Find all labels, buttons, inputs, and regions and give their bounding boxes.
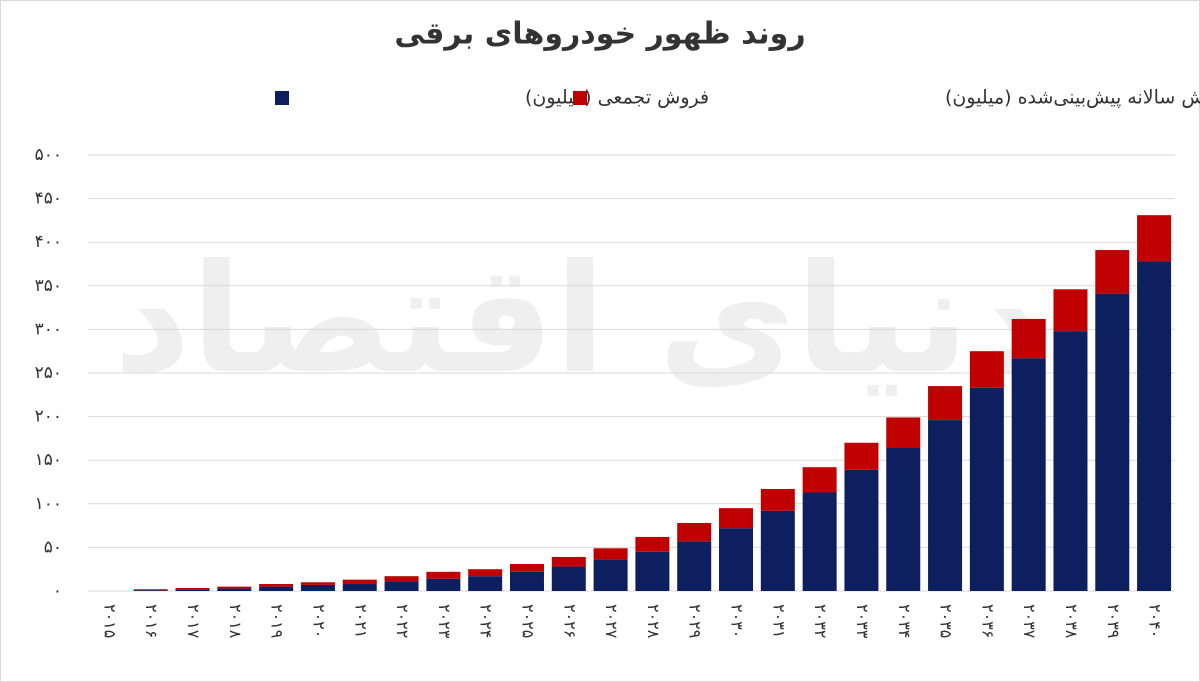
- bar-segment: [426, 571, 461, 579]
- chart-title: روند ظهور خودروهای برقی: [394, 17, 805, 52]
- x-tick-label: ۲۰۱۵: [100, 604, 119, 638]
- x-tick-label: ۲۰۳۹: [1104, 604, 1123, 638]
- legend-swatch: [573, 91, 587, 105]
- bar-segment: [468, 569, 503, 577]
- x-tick-label: ۲۰۳۳: [853, 604, 872, 639]
- bar-segment: [259, 586, 294, 591]
- bar-segment: [719, 528, 754, 591]
- bar-segment: [886, 447, 921, 591]
- bar-segment: [635, 536, 670, 552]
- bar-segment: [677, 541, 712, 591]
- x-tick-label: ۲۰۲۶: [560, 604, 579, 638]
- bar-segment: [300, 582, 335, 585]
- x-tick-label: ۲۰۱۸: [226, 604, 245, 639]
- y-tick-label: ۲۵۰: [35, 363, 62, 383]
- bar-segment: [342, 579, 377, 585]
- y-tick-label: ۲۰۰: [35, 407, 62, 427]
- legend-swatch: [275, 91, 289, 105]
- bar-segment: [844, 442, 879, 470]
- x-tick-label: ۲۰۲۸: [644, 604, 663, 639]
- bar-segment: [551, 566, 586, 591]
- bar-segment: [1095, 293, 1130, 591]
- bar-segment: [217, 588, 252, 591]
- x-tick-label: ۲۰۱۹: [268, 604, 287, 638]
- bar-segment: [426, 578, 461, 591]
- x-tick-label: ۲۰۱۷: [184, 604, 203, 639]
- x-tick-label: ۲۰۲۰: [309, 604, 328, 638]
- x-tick-label: ۲۰۳۵: [937, 604, 956, 638]
- x-tick-label: ۲۰۴۰: [1146, 604, 1165, 638]
- bar-segment: [259, 584, 294, 587]
- bar-segment: [175, 587, 210, 590]
- x-tick-label: ۲۰۲۴: [477, 604, 496, 638]
- bar-segment: [509, 571, 544, 591]
- y-tick-label: ۵۰۰: [35, 145, 62, 165]
- bar-segment: [1011, 358, 1046, 591]
- bar-segment: [886, 417, 921, 448]
- x-tick-label: ۲۰۳۴: [895, 604, 914, 638]
- bar-segment: [593, 548, 628, 560]
- x-tick-label: ۲۰۳۲: [811, 604, 830, 638]
- bar-segment: [1011, 318, 1046, 359]
- legend-label: فروش سالانه پیش‌بینی‌شده (میلیون): [945, 87, 1200, 109]
- watermark: دنیای اقتصاد: [114, 233, 1047, 407]
- bar-segment: [175, 589, 210, 591]
- bar-segment: [384, 576, 419, 582]
- x-tick-label: ۲۰۳۸: [1062, 604, 1081, 639]
- bar-segment: [1137, 215, 1172, 262]
- bar-segment: [760, 488, 795, 511]
- x-tick-label: ۲۰۲۱: [351, 604, 370, 638]
- bar-segment: [969, 351, 1004, 388]
- x-tick-label: ۲۰۲۲: [393, 604, 412, 638]
- x-tick-label: ۲۰۳۰: [728, 604, 747, 638]
- bar-segment: [593, 559, 628, 591]
- x-tick-label: ۲۰۱۶: [142, 604, 161, 638]
- x-tick-label: ۲۰۲۳: [435, 604, 454, 639]
- bar-segment: [384, 581, 419, 591]
- bar-segment: [133, 590, 168, 591]
- y-tick-label: ۴۰۰: [35, 232, 62, 252]
- y-tick-label: ۵۰: [44, 537, 62, 557]
- y-tick-label: ۳۰۰: [35, 319, 62, 339]
- x-tick-label: ۲۰۲۵: [518, 604, 537, 638]
- bar-segment: [802, 467, 837, 493]
- bar-segment: [969, 387, 1004, 591]
- bar-segment: [1053, 331, 1088, 591]
- x-tick-label: ۲۰۳۷: [1020, 604, 1039, 639]
- x-tick-label: ۲۰۳۱: [769, 604, 788, 638]
- bar-segment: [217, 586, 252, 589]
- y-tick-label: ۰: [53, 581, 62, 601]
- bar-segment: [1137, 261, 1172, 591]
- y-tick-label: ۱۰۰: [35, 494, 62, 514]
- bar-segment: [635, 551, 670, 591]
- x-tick-label: ۲۰۲۷: [602, 604, 621, 639]
- bar-segment: [844, 469, 879, 591]
- bar-segment: [468, 576, 503, 591]
- bar-segment: [551, 556, 586, 567]
- bar-segment: [509, 563, 544, 572]
- legend-label: فروش تجمعی (میلیون): [525, 87, 709, 109]
- bar-segment: [300, 584, 335, 591]
- bar-segment: [1095, 250, 1130, 294]
- bar-segment: [133, 589, 168, 591]
- bar-segment: [1053, 289, 1088, 332]
- x-tick-label: ۲۰۲۹: [686, 604, 705, 638]
- bar-segment: [719, 508, 754, 529]
- y-tick-label: ۳۵۰: [35, 276, 62, 296]
- bar-segment: [928, 386, 963, 421]
- bar-segment: [760, 510, 795, 591]
- bar-segment: [342, 584, 377, 591]
- bar-segment: [677, 522, 712, 542]
- x-tick-label: ۲۰۳۶: [978, 604, 997, 638]
- bar-segment: [928, 420, 963, 591]
- bar-segment: [802, 492, 837, 591]
- y-tick-label: ۴۵۰: [35, 189, 62, 209]
- y-tick-label: ۱۵۰: [35, 450, 62, 470]
